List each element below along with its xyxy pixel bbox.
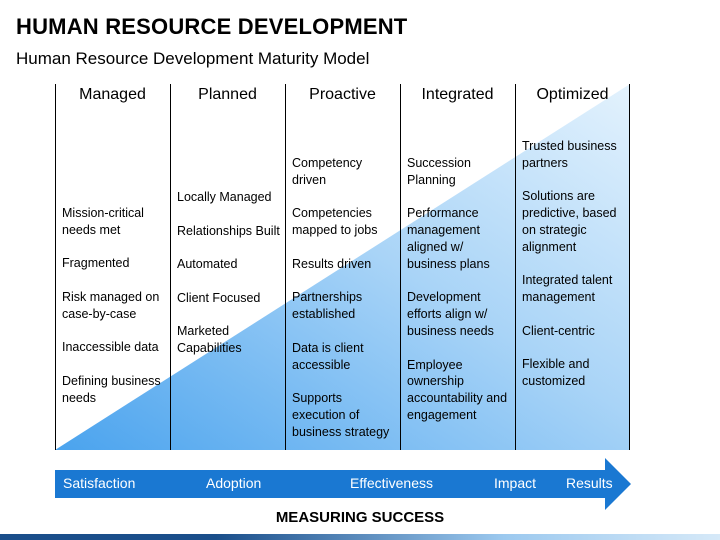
column-items: Succession Planning Performance manageme…: [407, 155, 511, 424]
list-item: Inaccessible data: [62, 340, 159, 355]
stage-label: Satisfaction: [63, 475, 136, 491]
list-item: Client-centric: [522, 323, 595, 338]
list-item: Fragmented: [62, 256, 130, 271]
page-subtitle: Human Resource Development Maturity Mode…: [16, 49, 370, 68]
column-heading: Proactive: [309, 86, 376, 103]
list-item: Integrated talent management: [522, 273, 613, 305]
column-divider: [629, 84, 630, 450]
column-proactive: Proactive Competency driven Competencies…: [285, 84, 400, 450]
stage-label: Effectiveness: [350, 475, 434, 491]
column-divider: [285, 84, 286, 450]
list-item: Locally Managed: [177, 190, 272, 204]
column-optimized: Optimized Trusted business partners Solu…: [515, 84, 630, 450]
progress-arrow: [55, 458, 631, 510]
measuring-success-label: MEASURING SUCCESS: [275, 509, 445, 526]
list-item: Employee ownership accountability and en…: [407, 357, 508, 422]
list-item: Succession Planning: [407, 156, 471, 187]
list-item: Risk managed on case-by-case: [62, 289, 160, 321]
list-item: Client Focused: [177, 290, 261, 305]
column-heading: Managed: [79, 86, 146, 103]
column-items: Locally Managed Relationships Built Auto…: [177, 189, 281, 357]
stage-label: Adoption: [206, 475, 262, 491]
column-items: Trusted business partners Solutions are …: [522, 138, 626, 390]
list-item: Defining business needs: [62, 373, 161, 405]
list-item: Automated: [177, 257, 238, 272]
list-item: Trusted business partners: [522, 139, 617, 170]
column-integrated: Integrated Succession Planning Performan…: [400, 84, 515, 450]
column-divider: [515, 84, 516, 450]
list-item: Relationships Built: [177, 223, 280, 238]
column-divider: [400, 84, 401, 450]
list-item: Flexible and customized: [522, 357, 590, 389]
column-divider: [170, 84, 171, 450]
list-item: Marketed Capabilities: [177, 324, 242, 356]
column-items: Mission-critical needs met Fragmented Ri…: [62, 205, 166, 407]
list-item: Solutions are predictive, based on strat…: [522, 189, 617, 254]
column-managed: Managed Mission-critical needs met Fragm…: [55, 84, 170, 450]
list-item: Supports execution of business strategy: [292, 391, 390, 439]
arrow-stage-labels: Satisfaction Adoption Effectiveness Impa…: [55, 466, 625, 500]
maturity-gradient-triangle: [55, 84, 630, 450]
column-heading: Integrated: [421, 86, 494, 103]
list-item: Results driven: [292, 256, 372, 271]
column-heading: Optimized: [536, 86, 609, 103]
page-title: HUMAN RESOURCE DEVELOPMENT: [16, 14, 408, 39]
bottom-accent-bar: [0, 534, 720, 540]
maturity-grid: Managed Mission-critical needs met Fragm…: [55, 84, 630, 450]
list-item: Mission-critical needs met: [62, 206, 144, 237]
list-item: Partnerships established: [292, 290, 363, 322]
list-item: Development efforts align w/ business ne…: [407, 290, 494, 338]
column-planned: Planned Locally Managed Relationships Bu…: [170, 84, 285, 450]
column-divider: [55, 84, 56, 450]
list-item: Data is client accessible: [292, 340, 364, 372]
column-items: Competency driven Competencies mapped to…: [292, 155, 396, 441]
list-item: Performance management aligned w/ busine…: [407, 206, 490, 271]
stage-label: Impact: [494, 475, 537, 491]
stage-label: Results: [566, 475, 613, 491]
list-item: Competencies mapped to jobs: [292, 206, 378, 238]
list-item: Competency driven: [292, 156, 363, 187]
column-heading: Planned: [198, 86, 257, 103]
